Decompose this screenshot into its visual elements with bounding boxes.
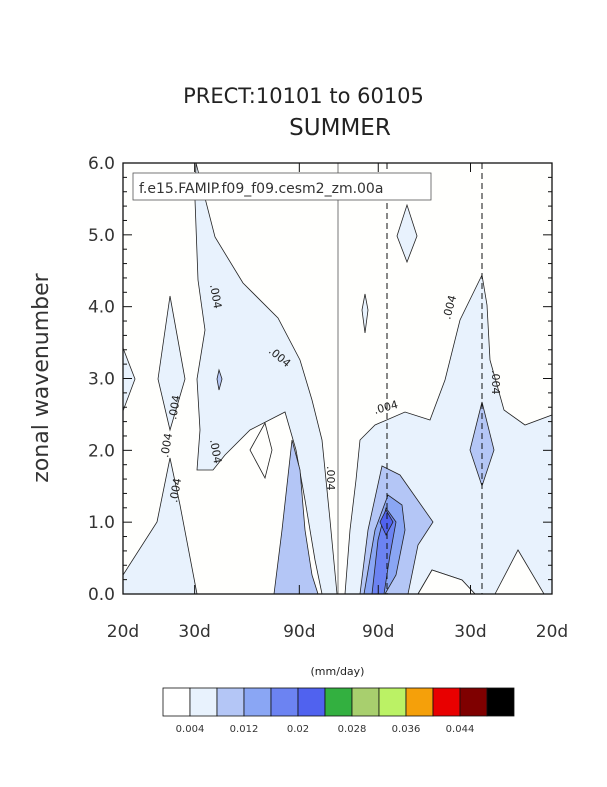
- region-left-spike: [157, 295, 186, 432]
- colorbar-swatch: [432, 687, 461, 717]
- contour-label-3: .004: [166, 394, 183, 420]
- contour-label-1: .004: [207, 283, 224, 309]
- y-tick-label: 2.0: [88, 441, 115, 461]
- colorbar-swatch: [162, 687, 191, 717]
- colorbar-swatch: [351, 687, 380, 717]
- x-tick-label: 90d: [362, 622, 394, 642]
- y-tick-label: 4.0: [88, 298, 115, 318]
- colorbar-swatch: [459, 687, 488, 717]
- colorbar-tick-label: 0.044: [446, 724, 475, 735]
- x-axis: 20d 30d 90d 90d 30d 20d: [107, 163, 568, 642]
- colorbar-tick-label: 0.012: [230, 724, 259, 735]
- colorbar-swatch: [378, 687, 407, 717]
- region-hole: [249, 421, 273, 480]
- contour-label-7: .004: [372, 398, 399, 417]
- x-tick-label: 90d: [283, 622, 315, 642]
- y-tick-label: 0.0: [88, 585, 115, 605]
- plot-area: .004 .004 .004 .004 .004 .004 .004 .004 …: [122, 162, 553, 595]
- region-right-diamond: [396, 203, 418, 264]
- contour-labels: .004 .004 .004 .004 .004 .004 .004 .004 …: [158, 283, 502, 503]
- x-tick-label: 30d: [178, 622, 210, 642]
- colorbar-tick-label: 0.036: [392, 724, 421, 735]
- contour-label-9: .004: [489, 370, 502, 395]
- region-right-tiny: [361, 293, 369, 334]
- colorbar: 0.004 0.012 0.02 0.028 0.036 0.044: [162, 687, 515, 735]
- contour-label-4: .004: [207, 438, 224, 464]
- y-tick-label: 3.0: [88, 370, 115, 390]
- y-axis: 0.0 1.0 2.0 3.0 4.0 5.0 6.0: [88, 154, 552, 605]
- y-axis-label: zonal wavenumber: [29, 272, 54, 482]
- region-left-blob: [273, 439, 319, 595]
- y-tick-label: 5.0: [88, 226, 115, 246]
- contour-label-10: .004: [158, 432, 175, 458]
- y-tick-label: 6.0: [88, 154, 115, 174]
- units-label: (mm/day): [310, 665, 365, 678]
- colorbar-tick-label: 0.004: [176, 724, 205, 735]
- colorbar-tick-label: 0.028: [338, 724, 367, 735]
- chart-subtitle: SUMMER: [289, 115, 391, 141]
- contour-label-5: .004: [167, 477, 184, 503]
- colorbar-swatch: [486, 687, 515, 717]
- colorbar-swatch: [324, 687, 353, 717]
- chart-title: PRECT:10101 to 60105: [183, 84, 424, 108]
- x-tick-label: 20d: [536, 622, 568, 642]
- region-mid-diamond: [216, 368, 223, 391]
- colorbar-swatch: [243, 687, 272, 717]
- contour-label-6: .004: [324, 466, 337, 491]
- colorbar-swatch: [216, 687, 245, 717]
- contour-label-8: .004: [440, 294, 459, 321]
- case-label-box: [132, 172, 432, 201]
- y-tick-label: 1.0: [88, 513, 115, 533]
- colorbar-swatch: [297, 687, 326, 717]
- colorbar-tick-label: 0.02: [287, 724, 309, 735]
- case-label: f.e15.FAMIP.f09_f09.cesm2_zm.00a: [139, 181, 383, 197]
- x-tick-label: 20d: [107, 622, 139, 642]
- colorbar-swatch: [270, 687, 299, 717]
- colorbar-swatch: [189, 687, 218, 717]
- x-tick-label: 30d: [454, 622, 486, 642]
- colorbar-swatch: [405, 687, 434, 717]
- region-core-inner: [379, 509, 394, 536]
